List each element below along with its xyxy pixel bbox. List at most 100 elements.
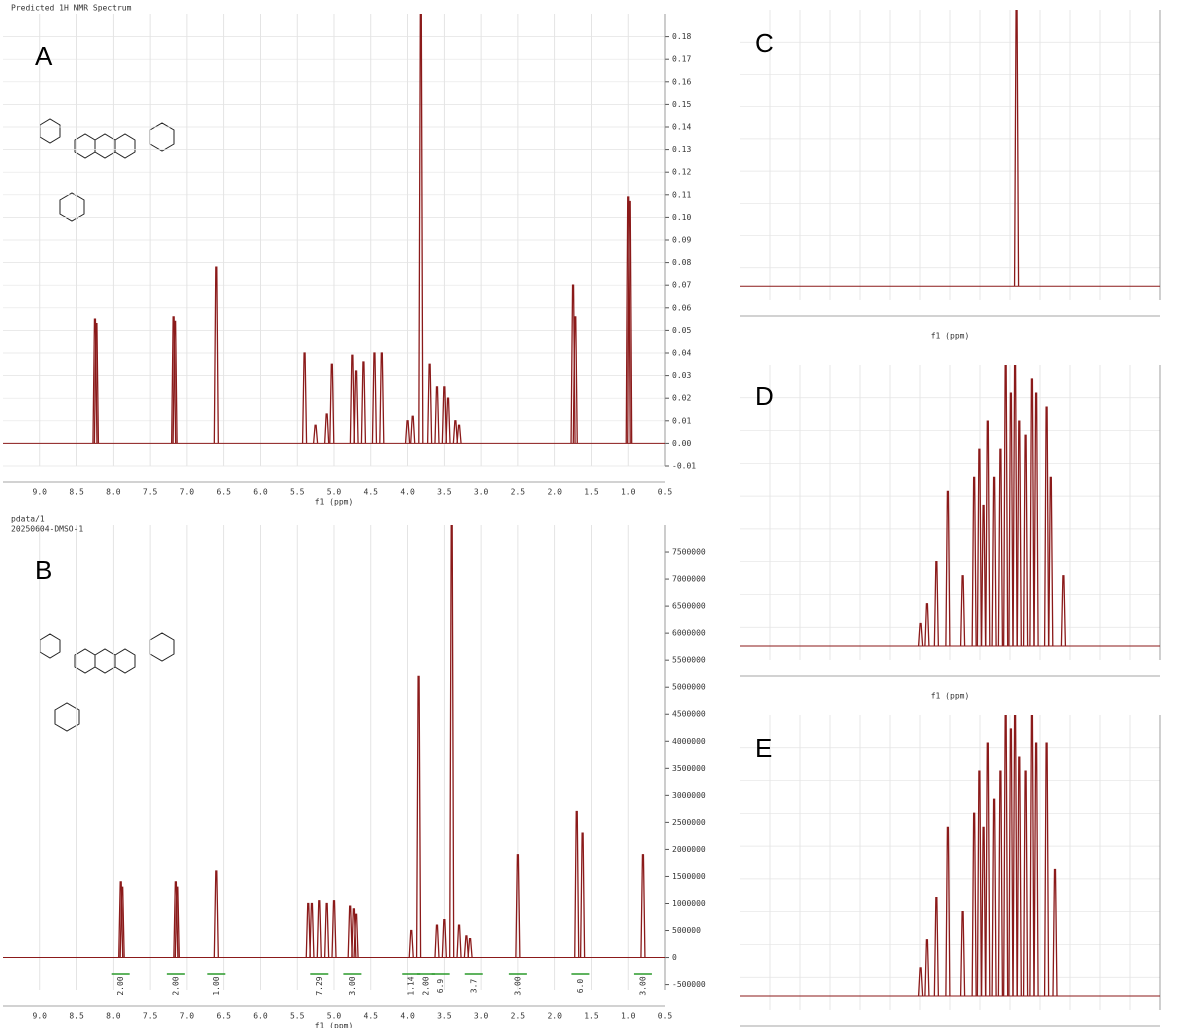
peak	[1052, 868, 1058, 996]
y-tick-label: 0.06	[672, 303, 691, 312]
peak	[579, 832, 586, 958]
peak	[93, 322, 100, 444]
peak	[445, 397, 451, 444]
x-tick-label: 5.5	[290, 488, 305, 497]
peak	[312, 424, 319, 444]
peak	[1008, 728, 1014, 996]
peak	[410, 415, 416, 444]
x-tick-label: 4.0	[400, 1012, 415, 1021]
peak	[323, 902, 330, 958]
panel-label: E	[755, 733, 772, 763]
peak	[463, 935, 470, 958]
y-tick-label: 0.09	[672, 236, 691, 245]
x-tick-label: 4.0	[400, 488, 415, 497]
peak	[917, 967, 924, 996]
y-tick-label: -500000	[672, 980, 706, 989]
peak	[360, 361, 367, 444]
peak	[572, 316, 578, 444]
peak	[1012, 715, 1018, 996]
peak	[1003, 365, 1009, 646]
y-tick-label: 2000000	[672, 845, 706, 854]
y-tick-label: 0.08	[672, 258, 691, 267]
x-tick-label: 6.5	[216, 1012, 231, 1021]
x-tick-label: 5.0	[327, 488, 342, 497]
y-tick-label: 6500000	[672, 602, 706, 611]
x-tick-label: 1.5	[584, 488, 599, 497]
peak	[1022, 434, 1029, 646]
peak	[353, 370, 359, 444]
peak	[353, 913, 359, 958]
x-tick-label: 8.5	[69, 1012, 84, 1021]
peak	[452, 420, 459, 444]
peak	[323, 413, 330, 444]
y-tick-label: 0.17	[672, 55, 691, 64]
peak	[301, 352, 308, 444]
y-tick-label: 0.11	[672, 190, 691, 199]
spectrum	[917, 365, 1067, 646]
peak	[1013, 10, 1020, 287]
peak	[379, 352, 385, 444]
peak	[174, 886, 180, 958]
peak	[1043, 742, 1050, 996]
peak	[924, 939, 930, 996]
y-tick-label: 0.16	[672, 77, 691, 86]
chart-title: Predicted 1H NMR Spectrum	[11, 4, 132, 13]
peak	[415, 675, 422, 958]
x-axis-label: f1 (ppm)	[931, 332, 970, 341]
peak	[924, 603, 930, 646]
y-tick-label: 6000000	[672, 629, 706, 638]
peak	[933, 896, 939, 996]
x-axis-label: f1 (ppm)	[315, 1022, 354, 1028]
peak	[1016, 756, 1022, 996]
spectrum	[118, 525, 646, 958]
y-tick-label: 0.07	[672, 281, 691, 290]
structure-b	[39, 632, 175, 732]
peak	[971, 476, 977, 646]
peak	[173, 881, 179, 958]
peak	[959, 575, 966, 646]
peak	[305, 902, 311, 958]
integral-label: 7.29	[315, 976, 324, 995]
peak	[434, 924, 440, 958]
peak	[1043, 406, 1050, 646]
peak	[467, 937, 473, 958]
spectrum	[1013, 10, 1020, 287]
peak	[329, 363, 335, 444]
peak	[971, 812, 977, 996]
peak	[426, 363, 433, 444]
peak	[997, 770, 1004, 996]
y-tick-label: 2500000	[672, 818, 706, 827]
peak	[118, 881, 124, 958]
peak	[119, 886, 125, 958]
peak	[170, 316, 177, 444]
peak	[1033, 742, 1039, 996]
peak	[976, 770, 983, 996]
x-tick-label: 3.0	[474, 1012, 489, 1021]
x-tick-label: 3.0	[474, 488, 489, 497]
integral-label: 3.00	[348, 976, 357, 995]
y-tick-label: 0	[672, 953, 677, 962]
x-tick-label: 7.5	[143, 1012, 158, 1021]
integral-label: 1.14	[407, 976, 416, 995]
peak	[933, 561, 939, 646]
peak	[331, 900, 337, 958]
y-tick-label: -0.01	[672, 462, 696, 471]
peak	[997, 448, 1004, 646]
integral-label: 3.00	[513, 976, 522, 995]
peak	[1029, 378, 1035, 646]
x-tick-label: 1.0	[621, 488, 636, 497]
spectrum	[917, 715, 1058, 996]
peak	[625, 196, 631, 444]
peak	[985, 420, 991, 646]
x-tick-label: 5.5	[290, 1012, 305, 1021]
chart-title: pdata/1	[11, 515, 45, 524]
y-tick-label: 3500000	[672, 764, 706, 773]
peak	[1012, 365, 1018, 646]
peak	[404, 420, 411, 444]
integral-label: 2.00	[116, 976, 125, 995]
peak	[449, 525, 455, 958]
x-axis-label: f1 (ppm)	[315, 498, 354, 507]
x-tick-label: 3.5	[437, 488, 452, 497]
y-tick-label: 5000000	[672, 683, 706, 692]
